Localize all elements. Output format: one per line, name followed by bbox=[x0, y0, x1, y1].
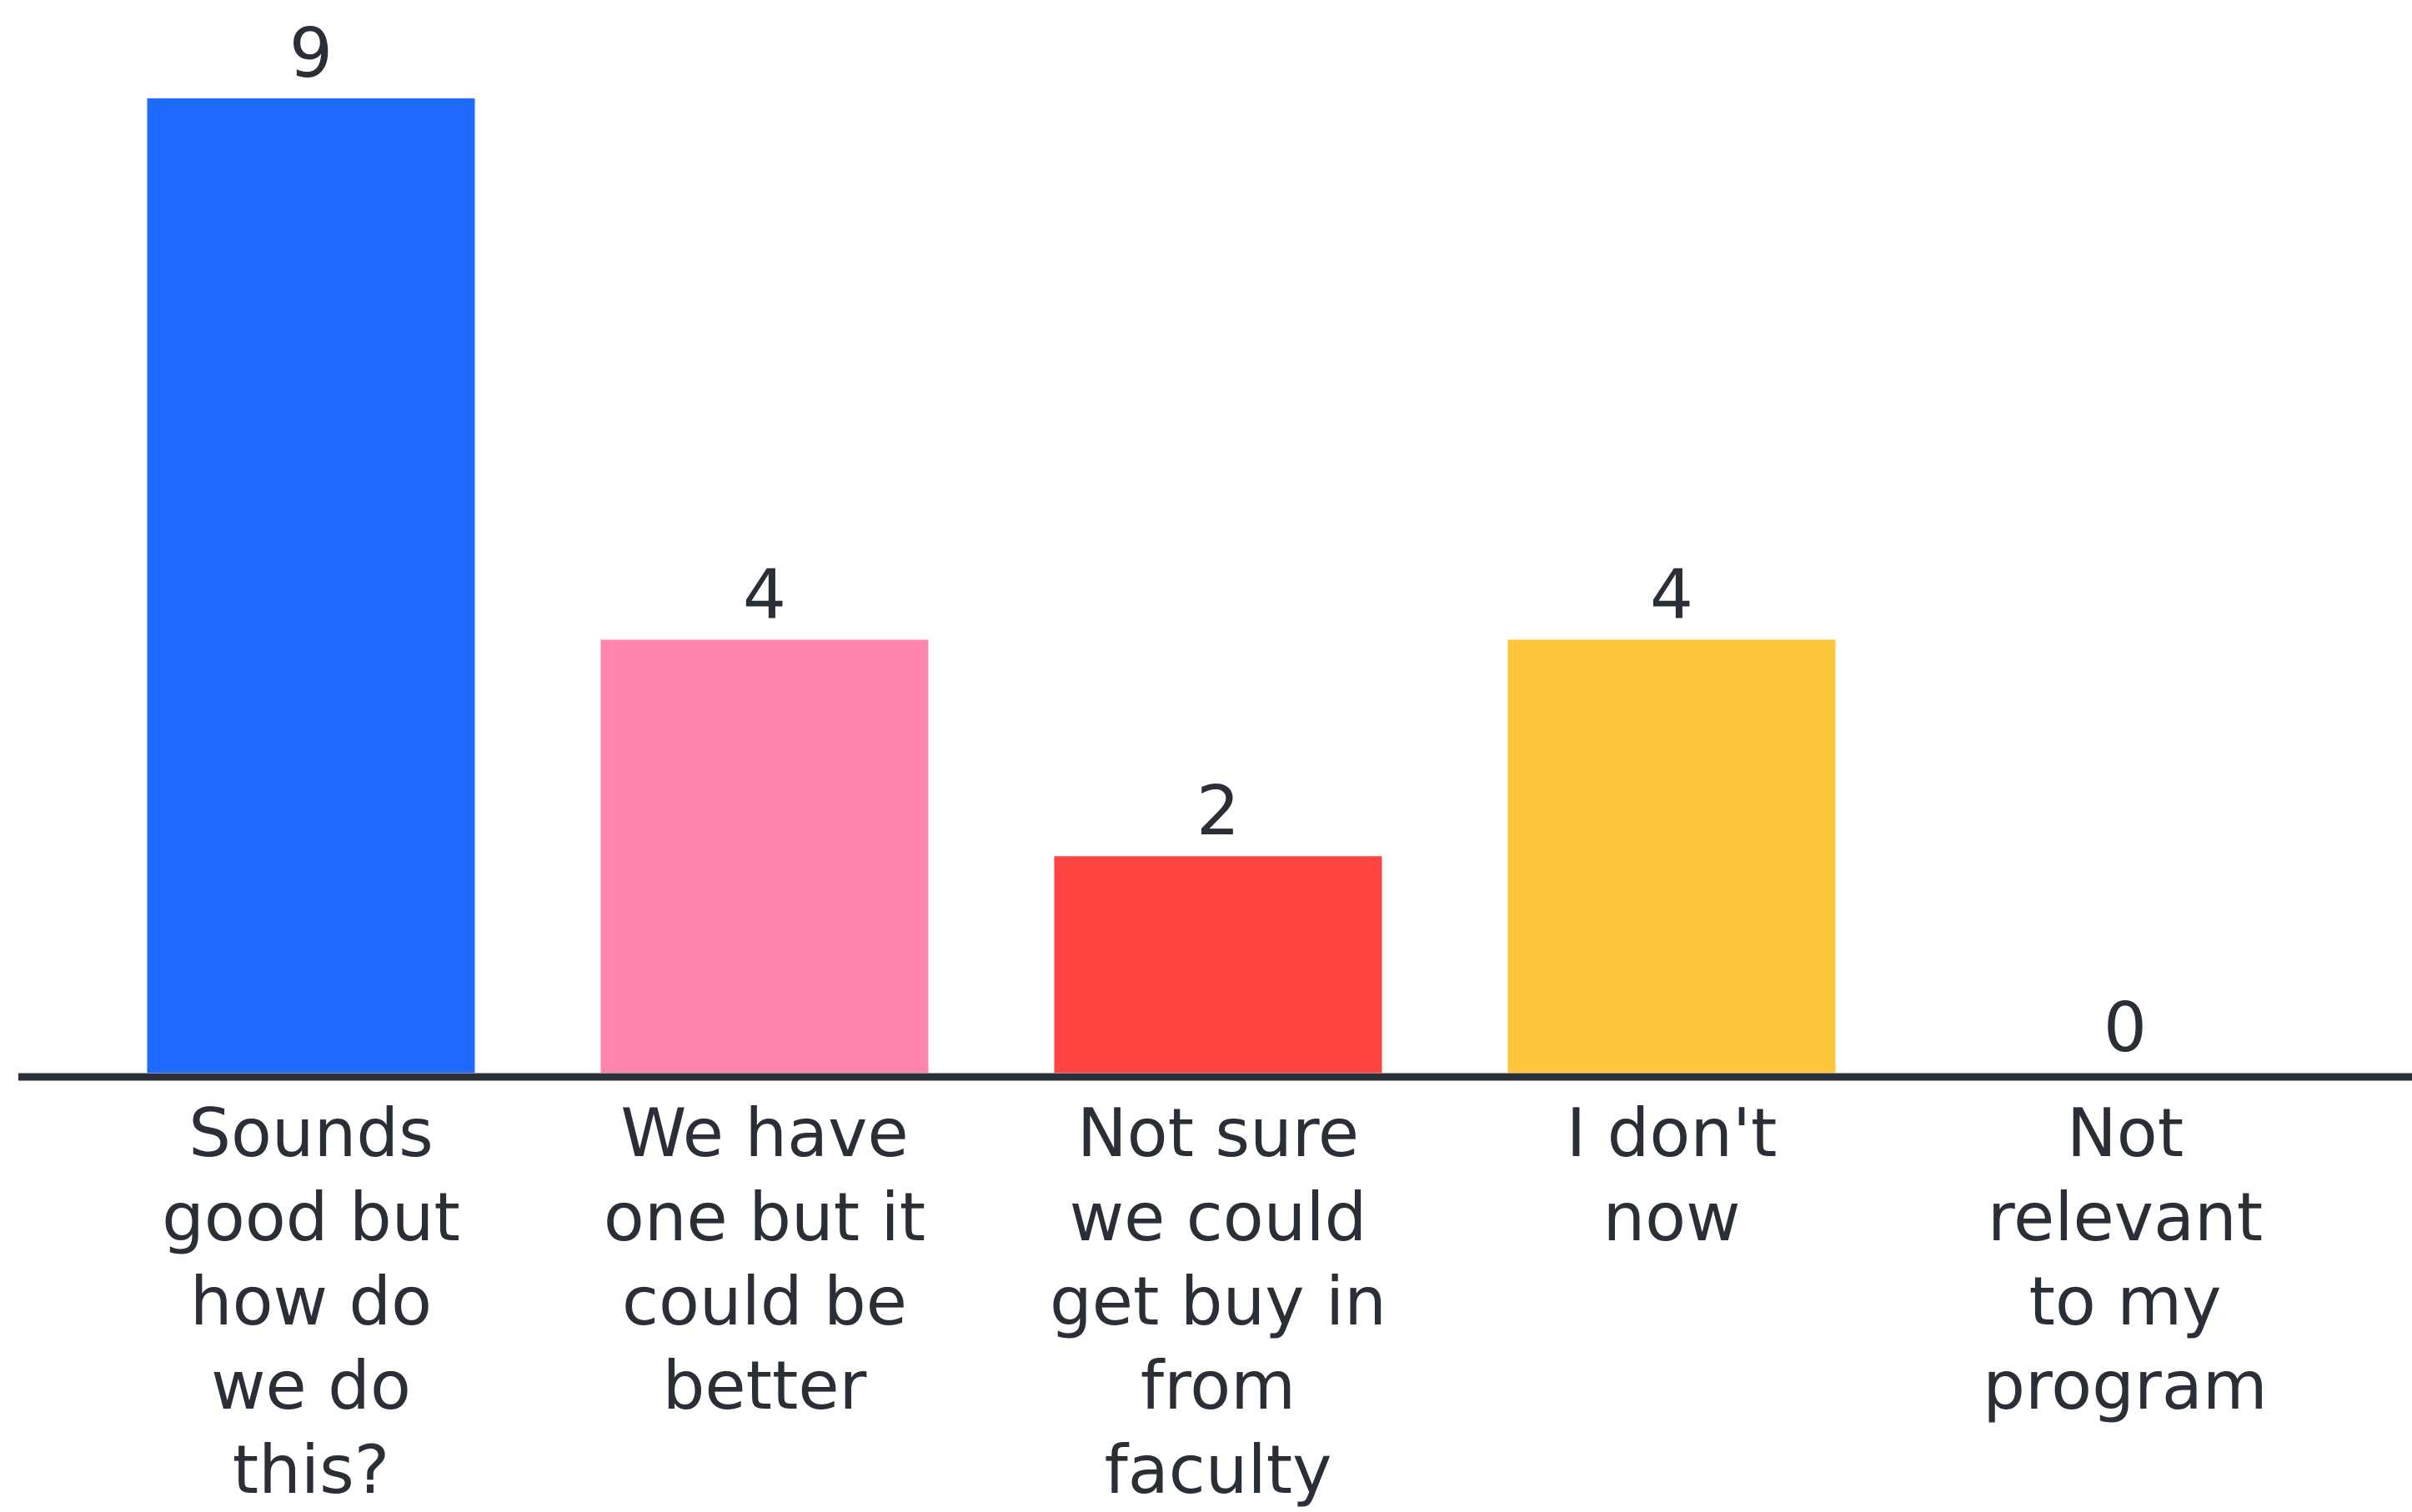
category-label-line: to my bbox=[2028, 1263, 2221, 1340]
category-labels-layer: Sounds good but how do we do this? We have one… bbox=[162, 1094, 2268, 1509]
bar-value-label-1: 4 bbox=[743, 555, 786, 634]
category-label-line: better bbox=[663, 1347, 867, 1424]
category-label-line: this? bbox=[233, 1431, 389, 1509]
category-label-line: get buy in bbox=[1050, 1263, 1387, 1340]
category-label-line: we do bbox=[211, 1347, 411, 1424]
category-label-3: I don't now bbox=[1567, 1094, 1778, 1256]
category-label-line: from bbox=[1141, 1347, 1296, 1424]
category-label-line: Not sure bbox=[1077, 1094, 1359, 1172]
bars-layer bbox=[147, 98, 1836, 1073]
bar-value-label-3: 4 bbox=[1650, 555, 1693, 634]
bar-value-label-0: 9 bbox=[289, 14, 333, 93]
bar-2 bbox=[1054, 856, 1382, 1073]
category-label-line: faculty bbox=[1105, 1431, 1332, 1509]
value-labels-layer: 9 4 2 4 0 bbox=[289, 14, 2147, 1068]
category-label-line: program bbox=[1983, 1347, 2267, 1424]
category-label-line: Sounds bbox=[188, 1094, 434, 1172]
category-label-line: relevant bbox=[1988, 1179, 2263, 1256]
category-label-line: I don't bbox=[1567, 1094, 1778, 1172]
category-label-line: one but it bbox=[604, 1179, 925, 1256]
category-label-line: now bbox=[1602, 1179, 1740, 1256]
category-label-2: Not sure we could get buy in from faculty bbox=[1050, 1094, 1387, 1509]
category-label-line: good but bbox=[162, 1179, 460, 1256]
category-label-0: Sounds good but how do we do this? bbox=[162, 1094, 460, 1509]
bar-3 bbox=[1507, 639, 1836, 1073]
category-label-line: could be bbox=[622, 1263, 907, 1340]
category-label-4: Not relevant to my program bbox=[1983, 1094, 2267, 1424]
category-label-line: how do bbox=[190, 1263, 432, 1340]
bar-value-label-2: 2 bbox=[1196, 772, 1240, 851]
bar-0 bbox=[147, 98, 475, 1073]
bar-value-label-4: 0 bbox=[2104, 989, 2147, 1068]
bar-1 bbox=[600, 639, 929, 1073]
category-label-1: We have one but it could be better bbox=[604, 1094, 925, 1424]
category-label-line: Not bbox=[2067, 1094, 2184, 1172]
category-label-line: We have bbox=[620, 1094, 908, 1172]
category-label-line: we could bbox=[1070, 1179, 1367, 1256]
